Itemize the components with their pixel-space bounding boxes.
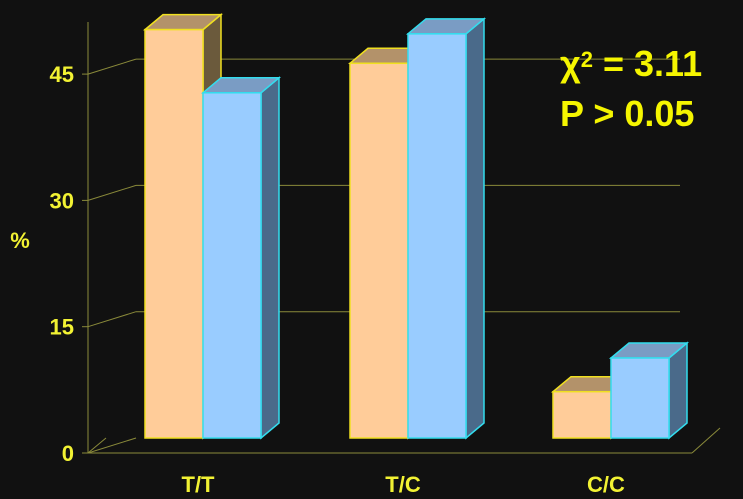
x-category-label: C/C <box>587 472 625 497</box>
floor-right-edge <box>691 427 721 454</box>
grid-diagonal <box>87 311 137 328</box>
grid-diagonal <box>87 184 137 201</box>
bar-side-0-1 <box>260 76 280 440</box>
y-tick-label: 15 <box>50 315 74 340</box>
bar-side-1-1 <box>465 17 485 440</box>
y-axis-label: % <box>10 228 30 253</box>
y-tick-label: 30 <box>50 188 74 213</box>
chart-labels: 0 15 30 45 T/T T/C C/C <box>50 62 626 497</box>
bar-1-1 <box>407 33 467 439</box>
x-category-label: T/C <box>385 472 421 497</box>
bar-0-0 <box>144 28 204 439</box>
floor-left-edge <box>87 437 107 454</box>
chart-bars <box>142 13 690 440</box>
chi-exponent: 2 <box>580 47 593 72</box>
grid-diagonal <box>87 58 137 75</box>
grid-diagonal <box>87 437 137 454</box>
p-value-annotation: P > 0.05 <box>560 93 695 134</box>
bar-2-0 <box>552 390 612 439</box>
bar-side-2-1 <box>668 341 688 440</box>
bar-1-0 <box>349 62 409 439</box>
chi-value: = 3.11 <box>592 43 703 84</box>
chi-symbol: χ <box>560 43 581 84</box>
x-category-label: T/T <box>182 472 216 497</box>
bar-0-1 <box>202 92 262 439</box>
y-tick-label: 0 <box>62 441 74 466</box>
bar-2-1 <box>610 357 670 439</box>
y-tick-label: 45 <box>50 62 74 87</box>
chi-square-annotation: χ2 = 3.11 <box>560 42 702 86</box>
